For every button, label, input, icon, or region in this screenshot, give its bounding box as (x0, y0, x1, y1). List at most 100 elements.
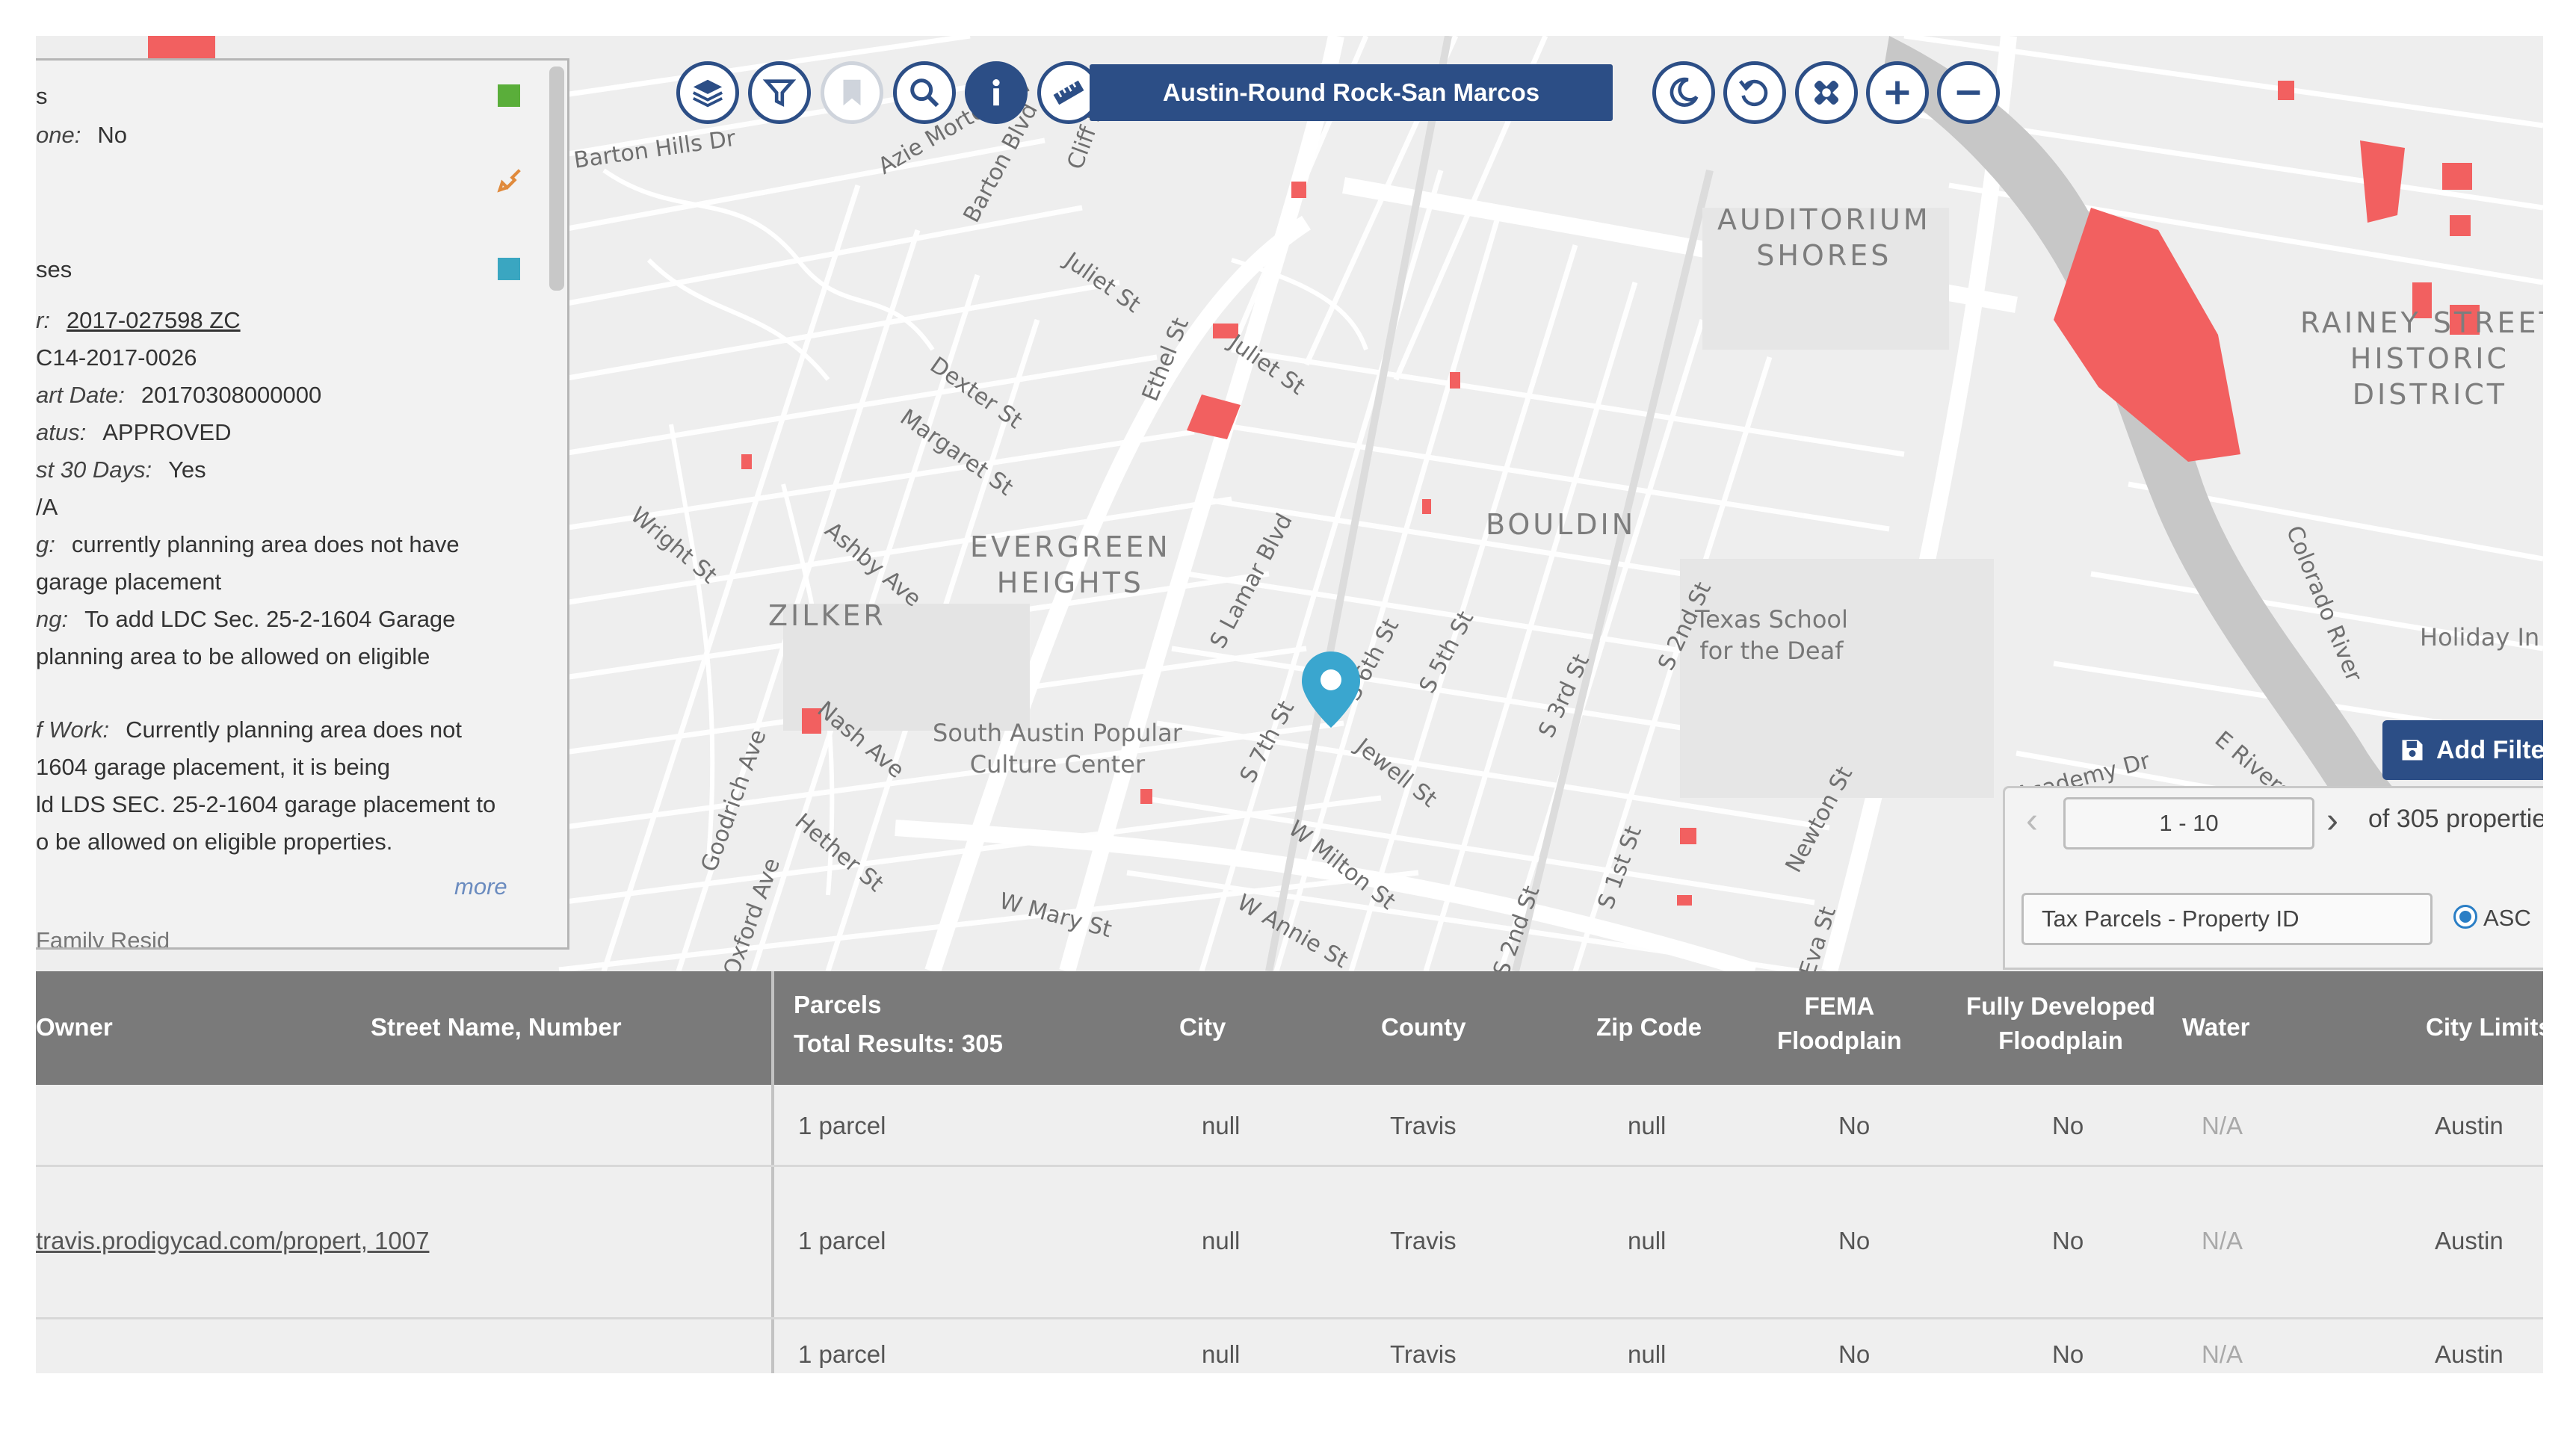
column-header-city-limits[interactable]: City Limits (2426, 1013, 2543, 1041)
table-row[interactable]: 1 parcel null Travis null No No N/A Aust… (36, 1085, 2543, 1167)
poi-label: South Austin Popular Culture Center (933, 719, 1182, 779)
next-page-icon[interactable]: › (2326, 801, 2338, 841)
place-label: BOULDIN (1486, 508, 1637, 541)
cell-city: null (1202, 1112, 1241, 1139)
info-panel[interactable]: s one: No ses r: 2017-027598 ZC C14-2017-0… (36, 58, 569, 950)
case-number-link[interactable]: 2017-027598 ZC (66, 307, 241, 333)
info-row: ng: To add LDC Sec. 25-2-1604 Garage (36, 606, 456, 632)
cell-fully-developed: No (2052, 1227, 2084, 1254)
search-icon (910, 78, 939, 108)
cell-water: N/A (2202, 1112, 2243, 1139)
results-pager: ‹ 1 - 10 › of 305 properties Tax Parcels… (2003, 786, 2543, 970)
info-row: art Date: 20170308000000 (36, 382, 322, 408)
cell-county: Travis (1390, 1340, 1457, 1368)
cell-fully-developed: No (2052, 1340, 2084, 1368)
column-divider (771, 971, 774, 1373)
settings-icon (1814, 80, 1839, 105)
wrench-icon[interactable] (495, 165, 525, 195)
cell-parcels: 1 parcel (798, 1112, 886, 1139)
save-icon (2402, 740, 2423, 761)
layer-color-swatch (498, 84, 520, 107)
place-label: RAINEY STREET HISTORIC DISTRICT (2300, 306, 2543, 411)
search-button[interactable] (893, 61, 956, 124)
info-row: ld LDS SEC. 25-2-1604 garage placement t… (36, 791, 496, 817)
filter-button[interactable] (748, 61, 811, 124)
cell-owner-link[interactable]: travis.prodigycad.com/propert, 1007 (36, 1227, 430, 1254)
app-frame: AUDITORIUM SHORES RAINEY STREET HISTORIC… (36, 36, 2543, 1373)
results-table: Owner Street Name, Number Parcels Total … (36, 971, 2543, 1373)
ruler-icon (1053, 80, 1084, 105)
column-header-city[interactable]: City (1179, 1013, 1226, 1041)
cell-water: N/A (2202, 1340, 2243, 1368)
region-title[interactable]: Austin-Round Rock-San Marcos (1090, 64, 1613, 121)
cell-county: Travis (1390, 1227, 1457, 1254)
cell-city: null (1202, 1340, 1241, 1368)
page-range-input[interactable]: 1 - 10 (2063, 797, 2314, 849)
column-header-street[interactable]: Street Name, Number (371, 1013, 622, 1041)
place-label: AUDITORIUM SHORES (1717, 203, 1931, 272)
moon-icon (1670, 77, 1699, 107)
cell-city-limits: Austin (2435, 1112, 2504, 1139)
table-header: Owner Street Name, Number Parcels Total … (36, 971, 2543, 1085)
location-pin-icon[interactable] (1299, 649, 1363, 731)
layers-icon (692, 79, 723, 108)
cell-zip: null (1628, 1227, 1667, 1254)
info-row: /A (36, 494, 58, 520)
filter-icon (762, 79, 797, 108)
sort-field-select[interactable]: Tax Parcels - Property ID (2021, 893, 2433, 945)
dark-mode-button[interactable] (1652, 61, 1715, 124)
layer-color-swatch (498, 258, 520, 280)
column-header-zip[interactable]: Zip Code (1596, 1013, 1702, 1041)
add-filter-button[interactable]: Add Filter (2382, 720, 2543, 780)
poi-label: Texas School for the Deaf (1695, 605, 1848, 665)
minus-icon (1956, 90, 1980, 95)
zoom-out-button[interactable] (1937, 61, 2000, 124)
place-label: EVERGREEN HEIGHTS (970, 530, 1171, 599)
panel-scrollbar[interactable] (549, 66, 564, 291)
cell-fema: No (1838, 1112, 1871, 1139)
cut-off-text: Family Resid (36, 927, 170, 950)
info-icon (992, 78, 1000, 106)
place-label: ZILKER (768, 599, 886, 632)
panel-section-heading: ses (36, 256, 72, 282)
zoom-in-button[interactable] (1866, 61, 1929, 124)
cell-water: N/A (2202, 1227, 2243, 1254)
info-row: one: No (36, 122, 127, 148)
info-button[interactable] (965, 61, 1028, 124)
info-row: f Work: Currently planning area does not (36, 716, 462, 743)
cell-zip: null (1628, 1112, 1667, 1139)
previous-page-icon[interactable]: ‹ (2026, 801, 2038, 841)
settings-button[interactable] (1795, 61, 1858, 124)
info-row: C14-2017-0026 (36, 344, 197, 371)
cell-fully-developed: No (2052, 1112, 2084, 1139)
more-link[interactable]: more (454, 873, 507, 900)
asc-label: ASC (2483, 905, 2531, 931)
cell-county: Travis (1390, 1112, 1457, 1139)
cell-city-limits: Austin (2435, 1340, 2504, 1368)
info-row: o be allowed on eligible properties. (36, 829, 393, 855)
plus-icon (1885, 81, 1909, 105)
column-header-fema[interactable]: FEMA Floodplain (1777, 992, 1902, 1054)
column-header-water[interactable]: Water (2182, 1013, 2250, 1041)
cell-fema: No (1838, 1340, 1871, 1368)
cell-zip: null (1628, 1340, 1667, 1368)
layers-button[interactable] (676, 61, 739, 124)
table-row[interactable]: 1 parcel null Travis null No No N/A Aust… (36, 1319, 2543, 1373)
reset-button[interactable] (1723, 61, 1786, 124)
bookmark-icon (843, 79, 861, 106)
column-header-county[interactable]: County (1381, 1013, 1466, 1041)
info-row: 1604 garage placement, it is being (36, 754, 390, 780)
column-header-parcels[interactable]: Parcels (794, 991, 882, 1018)
asc-radio[interactable] (2453, 905, 2477, 929)
cell-parcels: 1 parcel (798, 1227, 886, 1254)
cell-parcels: 1 parcel (798, 1340, 886, 1368)
column-header-owner[interactable]: Owner (36, 1013, 113, 1041)
column-header-fully-developed[interactable]: Fully Developed Floodplain (1966, 992, 2156, 1054)
table-row[interactable]: travis.prodigycad.com/propert, 1007 1 pa… (36, 1167, 2543, 1319)
page-total-label: of 305 properties (2368, 805, 2543, 833)
info-row: st 30 Days: Yes (36, 456, 206, 483)
bookmark-button[interactable] (821, 61, 883, 124)
info-row: g: currently planning area does not have (36, 531, 460, 557)
info-row: r: 2017-027598 ZC (36, 307, 241, 333)
map-view[interactable]: AUDITORIUM SHORES RAINEY STREET HISTORIC… (36, 36, 2543, 971)
